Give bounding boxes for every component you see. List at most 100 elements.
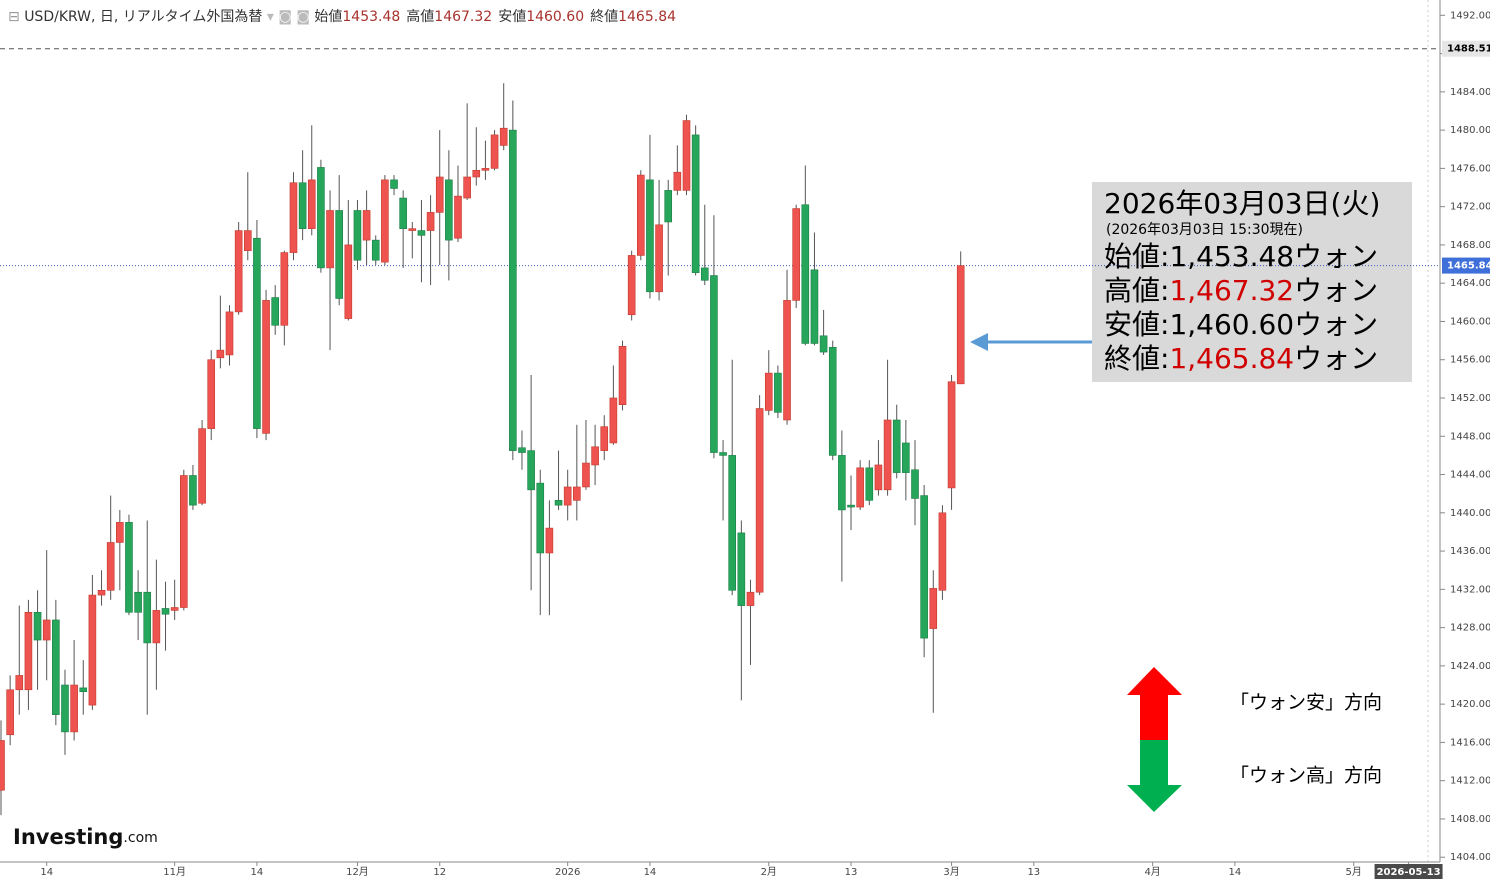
candle-body: [536, 482, 545, 554]
candle-body: [417, 230, 426, 236]
candle-body: [920, 495, 928, 639]
candle-body: [591, 446, 599, 466]
candle-body: [527, 450, 535, 491]
header-field-name: 安値: [498, 9, 526, 25]
candle-body: [335, 210, 343, 299]
candle-body: [947, 381, 956, 489]
x-tick-label: 2026: [555, 867, 580, 878]
up-arrow-head: [1127, 667, 1182, 695]
candle-body: [874, 464, 883, 491]
y-tick-label: 1472.00: [1450, 202, 1490, 213]
candle-body: [216, 349, 225, 359]
header-field-name: 始値: [314, 9, 342, 25]
candle-body: [956, 265, 965, 385]
candle-body: [0, 740, 5, 791]
y-tick-label: 1416.00: [1450, 737, 1490, 748]
collapse-icon: ⊟: [8, 9, 24, 25]
candle-body: [106, 542, 115, 591]
candle-body: [691, 134, 700, 273]
annotation-label: 高値:: [1104, 274, 1169, 307]
candle-body: [892, 419, 901, 473]
candle-body: [911, 469, 919, 499]
candle-body: [810, 269, 819, 344]
header: ⊟ USD/KRW, 日, リアルタイム外国為替 ▾ ◙ ◙ 始値1453.48…: [8, 8, 676, 25]
candle-body: [180, 475, 188, 608]
candle-body: [518, 447, 526, 453]
candle-body: [582, 462, 590, 488]
legend-up-label: 「ウォン安」方向: [1230, 692, 1382, 714]
candle-body: [490, 134, 499, 169]
candle-body: [509, 129, 517, 451]
dropdown-icon: ▾ ◙ ◙: [262, 9, 314, 25]
legend-down-label: 「ウォン高」方向: [1230, 765, 1382, 787]
annotation-label: 終値:: [1104, 342, 1169, 375]
candle-body: [618, 346, 627, 405]
candle-body: [152, 610, 161, 644]
annotation-line: 始値:1,453.48ウォン: [1104, 240, 1378, 273]
candle-body: [234, 230, 243, 313]
candle-body: [189, 475, 197, 506]
logo-suffix: .com: [123, 830, 157, 846]
candle-body: [828, 346, 837, 456]
candle-body: [838, 455, 846, 511]
annotation-note: (2026年03月03日 15:30現在): [1106, 222, 1303, 238]
candle-body: [70, 684, 78, 733]
y-tick-label: 1412.00: [1450, 776, 1490, 787]
candle-body: [719, 452, 727, 456]
y-tick-label: 1436.00: [1450, 546, 1490, 557]
candle-body: [700, 267, 709, 281]
candle-body: [929, 588, 938, 629]
annotation-arrow-head: [970, 333, 988, 351]
annotation-line: 高値:1,467.32ウォン: [1104, 274, 1378, 307]
y-tick-label: 1484.00: [1450, 87, 1490, 98]
price-label: 1465.84: [1447, 261, 1490, 272]
candle-body: [792, 208, 800, 301]
annotation-value: 1,467.32: [1169, 274, 1294, 307]
candle-body: [253, 237, 261, 429]
candle-body: [262, 300, 270, 434]
y-tick-label: 1432.00: [1450, 584, 1490, 595]
x-cursor-box: [1374, 864, 1443, 879]
x-tick-label: 11月: [163, 866, 186, 878]
candle-body: [207, 359, 216, 429]
y-tick-label: 1452.00: [1450, 393, 1490, 404]
y-tick-label: 1480.00: [1450, 125, 1490, 136]
candle-body: [545, 527, 554, 554]
candle-body: [362, 210, 371, 241]
candle-body: [673, 171, 682, 191]
price-label-box: [1442, 257, 1490, 274]
candle-body: [655, 224, 663, 293]
candle-body: [883, 419, 892, 491]
candle-body: [938, 512, 947, 591]
candle-body: [33, 611, 42, 641]
candle-body: [116, 522, 124, 543]
x-tick-label: 14: [1229, 867, 1242, 878]
candle-body: [225, 311, 234, 356]
candle-body: [435, 176, 444, 213]
candle-body: [737, 532, 746, 606]
header-field-value: 1467.32: [434, 9, 492, 25]
candle-body: [728, 455, 737, 591]
candle-body: [499, 127, 508, 146]
price-label-box: [1442, 40, 1490, 57]
annotation-label: 安値:: [1104, 308, 1169, 341]
candle-body: [134, 591, 142, 613]
candle-body: [426, 212, 435, 231]
x-tick-label: 5月: [1346, 866, 1362, 878]
candle-body: [42, 619, 51, 641]
annotation-date: 2026年03月03日(火): [1104, 187, 1380, 220]
candle-body: [764, 372, 773, 411]
annotation-box: [1092, 182, 1412, 382]
header-field-value: 1460.60: [526, 9, 584, 25]
annotation-unit: ウォン: [1294, 240, 1378, 273]
candle-body: [646, 179, 654, 293]
candle-body: [88, 594, 97, 706]
candle-body: [271, 297, 280, 326]
y-tick-label: 1476.00: [1450, 163, 1490, 174]
y-tick-label: 1420.00: [1450, 699, 1490, 710]
candle-body: [170, 607, 179, 611]
y-tick-label: 1448.00: [1450, 431, 1490, 442]
candle-body: [755, 408, 764, 593]
